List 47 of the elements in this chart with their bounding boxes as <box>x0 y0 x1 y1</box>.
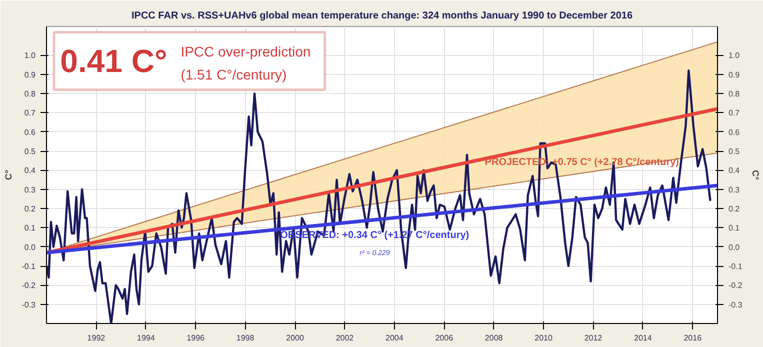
y-tick-label: 0.5 <box>24 147 36 156</box>
y-tick-label: 0.4 <box>24 166 36 176</box>
y2-tick-label: 0.5 <box>728 147 740 156</box>
x-tick-label: 2008 <box>484 334 504 342</box>
y-tick-label: -0.2 <box>22 281 36 290</box>
y2-tick-label: 0.2 <box>728 204 740 214</box>
y-tick-label: 0.0 <box>24 242 36 252</box>
x-tick-label: 2006 <box>435 334 454 342</box>
y2-axis-title: C° <box>750 170 760 180</box>
y-tick-label: -0.1 <box>22 262 36 272</box>
y-tick-label: 0.6 <box>24 128 36 137</box>
x-tick-label: 2012 <box>584 334 603 342</box>
y-tick-label: -0.3 <box>22 300 36 310</box>
y-tick-label: 1.0 <box>24 51 36 60</box>
annotation: (1.51 C°/century) <box>180 66 287 82</box>
x-tick-label: 2000 <box>286 334 304 342</box>
x-tick-label: 2004 <box>386 334 404 342</box>
y2-tick-label: -0.1 <box>728 262 743 272</box>
annotation: 0.41 C° <box>60 42 168 79</box>
y-tick-label: 0.3 <box>24 185 36 194</box>
y2-tick-label: 1.0 <box>728 51 740 60</box>
y-tick-label: 0.7 <box>24 108 36 118</box>
x-tick-label: 1996 <box>186 334 206 342</box>
y-tick-label: 0.2 <box>24 204 36 214</box>
x-tick-label: 2010 <box>534 334 553 342</box>
y2-tick-label: 0.9 <box>728 70 740 80</box>
y2-tick-label: -0.2 <box>728 281 743 290</box>
y2-tick-label: 0.8 <box>728 90 740 99</box>
x-tick-label: 1994 <box>137 334 156 342</box>
x-tick-label: 2002 <box>336 334 354 342</box>
y2-tick-label: 0.3 <box>728 185 740 194</box>
x-tick-label: 2016 <box>684 334 702 342</box>
y2-tick-label: 0.0 <box>728 242 740 252</box>
y2-tick-label: 0.6 <box>728 128 740 137</box>
y-tick-label: 0.1 <box>24 224 36 233</box>
y-tick-label: 0.9 <box>24 70 36 80</box>
y-tick-label: 0.8 <box>24 90 36 99</box>
y2-tick-label: 0.4 <box>728 166 740 176</box>
chart-title: IPCC FAR vs. RSS+UAHv6 global mean temperature change: 324 months January 1990 to December 2016 <box>131 10 633 22</box>
x-tick-label: 1998 <box>236 334 255 342</box>
x-tick-label: 2014 <box>634 334 652 342</box>
y2-tick-label: -0.3 <box>728 300 743 310</box>
y-axis-title: C° <box>4 170 14 180</box>
x-tick-label: 1992 <box>87 334 106 342</box>
y2-tick-label: 0.1 <box>728 224 740 233</box>
annotation: IPCC over-prediction <box>180 43 311 60</box>
y2-tick-label: 0.7 <box>728 108 740 118</box>
